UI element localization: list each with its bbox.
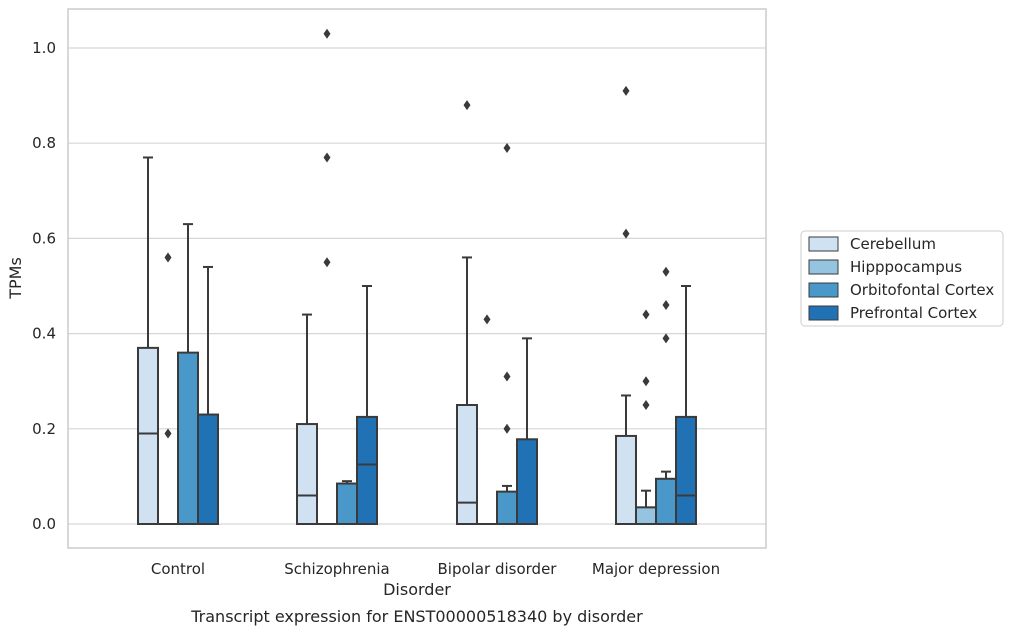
box-body	[635, 506, 657, 525]
box-cerebellum	[456, 100, 478, 525]
outlier-point	[642, 376, 650, 387]
y-axis-title: TPMs	[6, 257, 25, 300]
box-body	[615, 434, 637, 525]
y-tick-label: 0.4	[32, 325, 56, 343]
box-orbitofontal-cortex	[177, 223, 199, 526]
box-body	[516, 438, 538, 525]
y-tick-label: 0.0	[32, 515, 56, 533]
box-body	[356, 415, 378, 525]
y-tick-label: 0.8	[32, 134, 56, 152]
outlier-point	[483, 314, 491, 325]
x-axis-title: Disorder	[383, 580, 451, 599]
box-body	[675, 415, 697, 525]
legend-label: Orbitofontal Cortex	[850, 281, 994, 299]
box-prefrontal-cortex	[675, 285, 697, 525]
x-tick-label: Control	[151, 560, 205, 578]
legend-frame	[800, 230, 1004, 327]
legend-label: Prefrontal Cortex	[850, 304, 977, 322]
legend-label: Cerebellum	[850, 235, 936, 253]
x-axis-ticks: Control Schizophrenia Bipolar disorder Majo…	[151, 560, 720, 578]
x-tick-label: Bipolar disorder	[438, 560, 558, 578]
outlier-point	[463, 100, 471, 111]
box-body	[197, 413, 219, 525]
boxes	[137, 28, 697, 526]
box-hipppocampus	[635, 309, 657, 525]
outlier-point	[642, 309, 650, 320]
outlier-point	[323, 257, 331, 268]
outlier-point	[164, 428, 172, 439]
box-body	[177, 351, 199, 526]
box-cerebellum	[137, 156, 159, 525]
outlier-point	[622, 228, 630, 239]
y-tick-label: 0.6	[32, 229, 56, 247]
box-orbitofontal-cortex	[336, 480, 358, 526]
y-tick-label: 1.0	[32, 39, 56, 57]
box-body	[296, 423, 318, 526]
legend-swatch	[808, 305, 839, 321]
outlier-point	[503, 142, 511, 153]
x-tick-label: Major depression	[592, 560, 720, 578]
y-axis-ticks: 0.0 0.2 0.4 0.6 0.8 1.0	[32, 39, 56, 533]
outlier-point	[662, 300, 670, 311]
chart-caption: Transcript expression for ENST0000051834…	[190, 607, 643, 626]
box-body	[336, 482, 358, 526]
outlier-point	[503, 423, 511, 434]
box-body	[137, 346, 159, 525]
legend-swatch	[808, 236, 839, 252]
legend-label: Hipppocampus	[850, 258, 962, 276]
legend-swatch	[808, 259, 839, 275]
x-tick-label: Schizophrenia	[284, 560, 389, 578]
box-orbitofontal-cortex	[655, 266, 677, 525]
box-prefrontal-cortex	[356, 285, 378, 525]
outlier-point	[323, 152, 331, 163]
box-body	[456, 404, 478, 525]
outlier-point	[323, 28, 331, 39]
box-hipppocampus	[317, 28, 337, 525]
box-orbitofontal-cortex	[496, 142, 518, 525]
legend-swatch	[808, 282, 839, 298]
box-prefrontal-cortex	[197, 265, 219, 525]
gridlines	[68, 47, 766, 525]
box-hipppocampus	[477, 314, 497, 525]
box-body	[655, 477, 677, 525]
box-body	[496, 490, 518, 525]
plot-area-frame	[67, 8, 767, 549]
outlier-point	[662, 266, 670, 277]
outlier-point	[642, 400, 650, 410]
box-cerebellum	[615, 85, 637, 525]
outlier-point	[164, 252, 172, 263]
outlier-point	[622, 85, 630, 96]
outlier-point	[503, 371, 511, 382]
box-cerebellum	[296, 313, 318, 526]
box-hipppocampus	[158, 252, 178, 525]
y-tick-label: 0.2	[32, 420, 56, 438]
legend: Cerebellum Hipppocampus Orbitofontal Corte…	[800, 230, 1004, 327]
outlier-point	[662, 333, 670, 344]
box-prefrontal-cortex	[516, 337, 538, 525]
